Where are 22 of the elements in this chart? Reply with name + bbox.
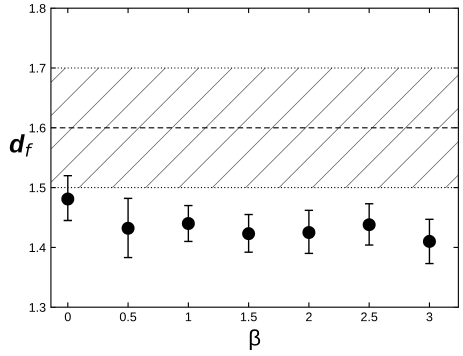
- x-tick-label: 1: [186, 312, 192, 322]
- y-tick-label: 1.3: [30, 303, 46, 312]
- point: [242, 227, 256, 240]
- point: [362, 218, 376, 232]
- y-tick-label: 1.8: [30, 4, 46, 13]
- point: [122, 222, 135, 235]
- y-tick-label: 1.4: [30, 243, 46, 252]
- y-tick-label: 1.5: [30, 184, 46, 192]
- x-tick-label: 3: [426, 312, 432, 322]
- point: [61, 192, 74, 206]
- x-axis-title: β: [250, 329, 260, 350]
- x-tick-label: 1.5: [240, 312, 257, 322]
- point: [302, 226, 316, 239]
- point: [182, 216, 195, 230]
- x-tick-label: 2: [306, 312, 312, 322]
- y-tick-label: 1.7: [30, 64, 46, 73]
- x-tick-label: 0.5: [120, 312, 136, 322]
- y-axis-title: d$_{f}$: [10, 134, 33, 156]
- x-tick-label: 2.5: [361, 312, 378, 322]
- x-tick-label: 0: [64, 312, 71, 322]
- y-tick-label: 1.6: [30, 124, 46, 132]
- point: [422, 234, 436, 248]
